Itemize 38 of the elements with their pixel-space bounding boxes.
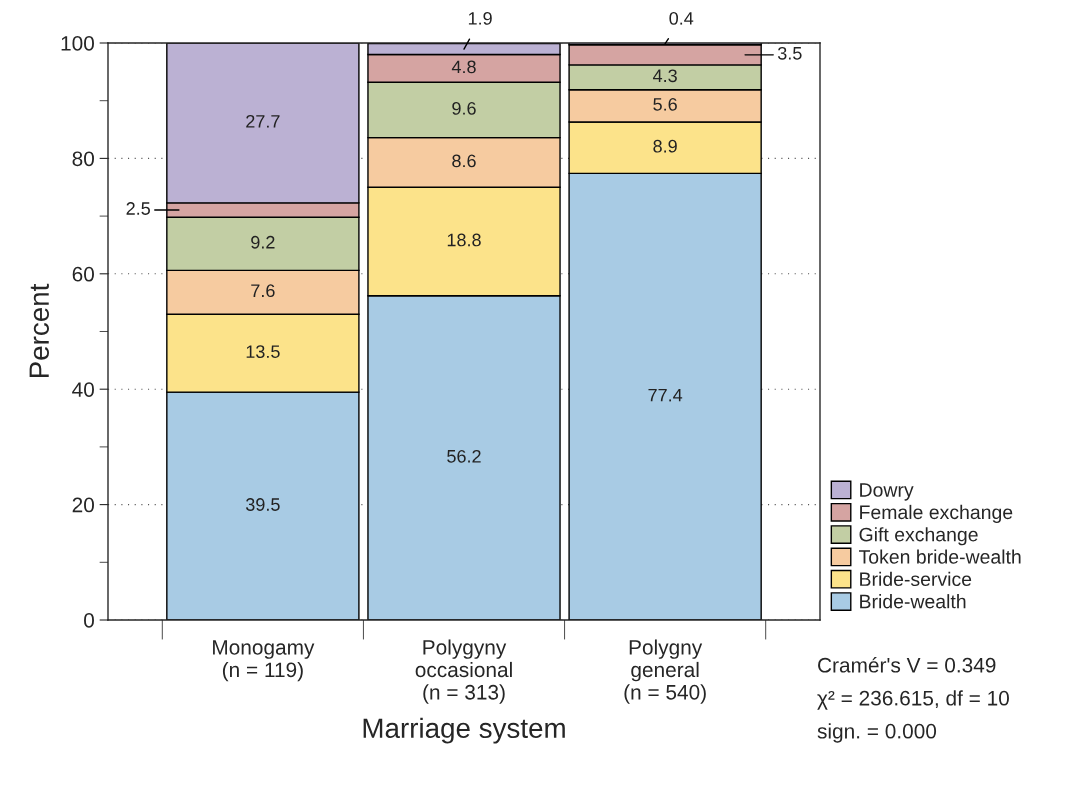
data-label: 0.4 xyxy=(669,11,694,25)
legend-label: Bride-wealth xyxy=(860,594,966,609)
text: Cramér's V = 0.349 xyxy=(818,657,996,673)
data-label: 4.3 xyxy=(653,69,677,83)
x-tick-label: Monogamy (n = 119) xyxy=(213,640,315,682)
data-label: 18.8 xyxy=(447,233,481,247)
legend-label: Bride-service xyxy=(860,571,972,587)
text: sign. = 0.000 xyxy=(817,723,937,743)
data-label: 2.5 xyxy=(126,202,150,215)
legend-label: Token bride-wealth xyxy=(859,549,1021,564)
text: χ² = 236.615, df = 10 xyxy=(817,690,1009,710)
y-tick-label: 80 xyxy=(72,151,94,167)
legend-label: Gift exchange xyxy=(859,527,978,546)
data-label: 8.6 xyxy=(452,154,476,168)
data-label: 8.9 xyxy=(653,139,677,153)
legend-label: Dowry xyxy=(860,483,914,501)
data-label: 39.5 xyxy=(245,498,280,511)
y-tick-label: 40 xyxy=(72,382,94,397)
y-tick-label: 100 xyxy=(61,36,94,51)
data-label: 27.7 xyxy=(246,114,280,128)
data-label: 9.2 xyxy=(251,235,275,249)
data-label: 3.5 xyxy=(777,46,802,60)
y-tick-label: 60 xyxy=(72,266,94,282)
legend-label: Female exchange xyxy=(860,504,1013,523)
x-axis-title: Marriage system xyxy=(363,717,565,744)
y-axis-title: Percent xyxy=(29,283,49,378)
data-label: 77.4 xyxy=(648,388,683,402)
data-label: 5.6 xyxy=(653,97,677,111)
data-label: 13.5 xyxy=(246,345,280,358)
data-label: 56.2 xyxy=(447,449,481,463)
x-tick-label: Polygyny occasional (n = 313) xyxy=(415,639,512,704)
data-label: 7.6 xyxy=(251,284,275,298)
y-tick-label: 0 xyxy=(84,613,94,628)
data-label: 9.6 xyxy=(452,101,476,115)
data-label: 4.8 xyxy=(451,60,476,74)
x-tick-label: Polygny general (n = 540) xyxy=(624,639,706,704)
y-tick-label: 20 xyxy=(72,497,94,513)
data-label: 1.9 xyxy=(468,11,492,25)
